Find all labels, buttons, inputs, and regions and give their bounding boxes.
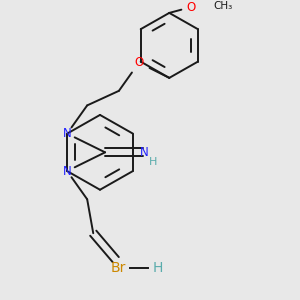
Text: H: H [153,262,163,275]
Text: Br: Br [110,262,126,275]
Text: N: N [140,146,148,159]
Text: N: N [63,164,71,178]
Text: CH₃: CH₃ [213,1,232,11]
Text: O: O [134,56,144,69]
Text: H: H [149,157,157,167]
Text: O: O [187,1,196,13]
Text: N: N [63,127,71,140]
